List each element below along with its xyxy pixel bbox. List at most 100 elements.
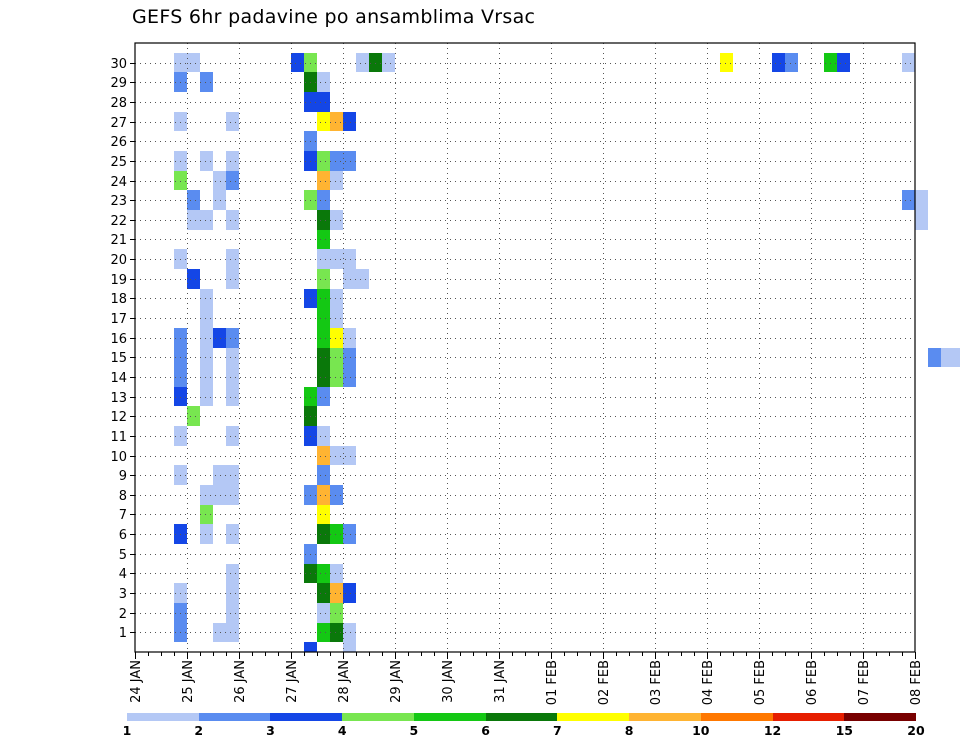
heatmap-cell bbox=[304, 53, 317, 72]
heatmap-cell bbox=[915, 190, 928, 210]
heatmap-cell bbox=[915, 210, 928, 230]
heatmap-cell bbox=[317, 112, 330, 131]
x-axis: 24 JAN 25 JAN 26 JAN 27 JAN 28 JAN 29 JAN 30 J… bbox=[129, 652, 924, 705]
legend-label: 7 bbox=[553, 723, 562, 738]
heatmap-cell bbox=[330, 348, 343, 367]
heatmap-cell bbox=[317, 426, 330, 446]
heatmap-cell bbox=[330, 249, 343, 269]
y-tick-label: 22 bbox=[110, 214, 127, 229]
heatmap-cell bbox=[226, 269, 239, 289]
y-tick-label: 12 bbox=[110, 410, 127, 425]
heatmap-cell bbox=[200, 210, 213, 230]
heatmap-cell bbox=[343, 583, 356, 603]
heatmap-cell bbox=[330, 328, 343, 348]
heatmap-cell bbox=[343, 367, 356, 387]
y-tick-label: 24 bbox=[110, 175, 127, 190]
heatmap-cell bbox=[187, 406, 200, 426]
heatmap-cell bbox=[330, 485, 343, 505]
heatmap-cell bbox=[317, 289, 330, 308]
legend-label: 10 bbox=[692, 723, 710, 738]
legend-label: 12 bbox=[764, 723, 781, 738]
y-tick-label: 19 bbox=[110, 273, 127, 288]
heatmap-cell bbox=[226, 426, 239, 446]
y-tick-label: 2 bbox=[119, 607, 127, 622]
heatmap-cell bbox=[213, 190, 226, 210]
y-tick-label: 3 bbox=[119, 587, 127, 602]
legend-swatch bbox=[773, 713, 844, 721]
heatmap-cell bbox=[902, 53, 915, 72]
heatmap-cell bbox=[213, 328, 226, 348]
heatmap-cell bbox=[343, 151, 356, 171]
heatmap-cell bbox=[330, 112, 343, 131]
heatmap-cell bbox=[330, 308, 343, 328]
heatmap-cell bbox=[187, 190, 200, 210]
heatmap-cell bbox=[317, 72, 330, 92]
y-tick-label: 20 bbox=[110, 253, 127, 268]
legend: 1 2 3 4 5 6 7 8 10 12 15 20 bbox=[123, 713, 925, 738]
heatmap-cell bbox=[317, 151, 330, 171]
heatmap-cell bbox=[941, 348, 954, 367]
legend-label: 8 bbox=[625, 723, 634, 738]
heatmap-cell bbox=[330, 524, 343, 544]
heatmap-cell bbox=[369, 53, 382, 72]
x-tick-label: 30 JAN bbox=[441, 660, 456, 703]
heatmap-cell bbox=[330, 151, 343, 171]
heatmap-cell bbox=[200, 505, 213, 524]
heatmap-cell bbox=[226, 564, 239, 583]
heatmap-cell bbox=[226, 328, 239, 348]
heatmap-cell bbox=[317, 367, 330, 387]
legend-swatch bbox=[629, 713, 701, 721]
y-tick-label: 10 bbox=[110, 450, 127, 465]
y-tick-label: 17 bbox=[110, 312, 127, 327]
heatmap-cell bbox=[317, 603, 330, 623]
heatmap-cells bbox=[174, 53, 960, 652]
heatmap-cell bbox=[200, 348, 213, 367]
heatmap-cell bbox=[343, 524, 356, 544]
heatmap-cell bbox=[174, 171, 187, 190]
heatmap-cell bbox=[213, 623, 226, 642]
legend-label: 6 bbox=[481, 723, 490, 738]
heatmap-cell bbox=[200, 289, 213, 308]
heatmap-cell bbox=[317, 249, 330, 269]
heatmap-cell bbox=[317, 230, 330, 249]
x-tick-label: 29 JAN bbox=[389, 660, 404, 703]
heatmap-cell bbox=[226, 210, 239, 230]
x-tick-label: 07 FEB bbox=[857, 660, 872, 705]
heatmap-cell bbox=[226, 465, 239, 485]
heatmap-cell bbox=[200, 524, 213, 544]
heatmap-cell bbox=[330, 583, 343, 603]
heatmap-cell bbox=[772, 53, 785, 72]
y-tick-label: 18 bbox=[110, 292, 127, 307]
heatmap-cell bbox=[343, 328, 356, 348]
legend-label: 20 bbox=[907, 723, 925, 738]
y-tick-label: 16 bbox=[110, 332, 127, 347]
heatmap-cell bbox=[343, 446, 356, 465]
heatmap-cell bbox=[187, 210, 200, 230]
y-tick-label: 9 bbox=[119, 469, 127, 484]
legend-label: 2 bbox=[194, 723, 203, 738]
heatmap-cell bbox=[317, 623, 330, 642]
y-tick-label: 5 bbox=[119, 548, 127, 563]
heatmap-cell bbox=[928, 348, 941, 367]
y-tick-label: 6 bbox=[119, 528, 127, 543]
y-tick-label: 8 bbox=[119, 489, 127, 504]
legend-swatch bbox=[486, 713, 557, 721]
heatmap-cell bbox=[226, 623, 239, 642]
heatmap-cell bbox=[902, 190, 915, 210]
heatmap-cell bbox=[356, 269, 369, 289]
heatmap-cell bbox=[226, 171, 239, 190]
heatmap-cell bbox=[226, 249, 239, 269]
heatmap-cell bbox=[317, 348, 330, 367]
legend-label: 1 bbox=[123, 723, 132, 738]
legend-swatch bbox=[127, 713, 199, 721]
heatmap-cell bbox=[226, 348, 239, 367]
legend-swatch bbox=[342, 713, 414, 721]
heatmap-cell bbox=[317, 269, 330, 289]
heatmap-cell bbox=[343, 249, 356, 269]
heatmap-cell bbox=[200, 72, 213, 92]
chart-title: GEFS 6hr padavine po ansamblima Vrsac bbox=[132, 6, 536, 28]
heatmap-cell bbox=[785, 53, 798, 72]
y-tick-label: 1 bbox=[119, 626, 127, 641]
heatmap-cell bbox=[330, 289, 343, 308]
